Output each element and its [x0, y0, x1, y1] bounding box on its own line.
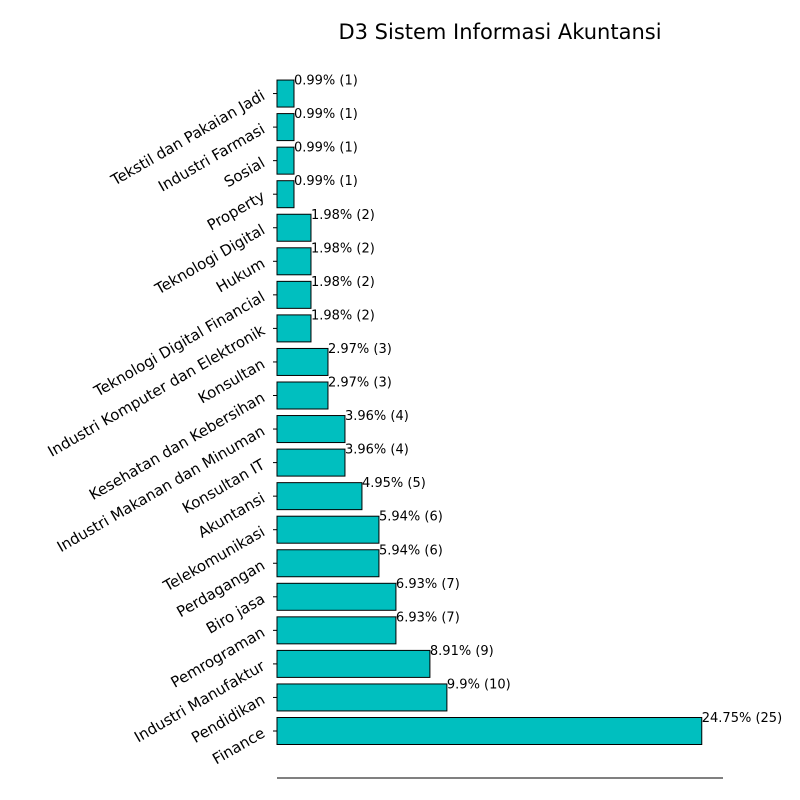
data-label: 0.99% (1): [294, 107, 358, 122]
bar: [276, 247, 312, 276]
data-label: 8.91% (9): [430, 644, 494, 659]
bar: [276, 683, 448, 712]
bar: [276, 314, 312, 343]
bar: [276, 515, 380, 544]
bar: [276, 549, 380, 578]
data-label: 0.99% (1): [294, 174, 358, 189]
data-label: 2.97% (3): [328, 376, 392, 391]
bar: [276, 582, 397, 611]
bar: [276, 213, 312, 242]
data-label: 5.94% (6): [379, 543, 443, 558]
bar: [276, 146, 295, 175]
chart-title: D3 Sistem Informasi Akuntansi: [338, 20, 661, 44]
bar: [276, 280, 312, 309]
data-label: 1.98% (2): [311, 208, 375, 223]
data-label: 6.93% (7): [396, 610, 460, 625]
bar: [276, 482, 363, 511]
data-label: 1.98% (2): [311, 308, 375, 323]
data-labels-group: 24.75% (25) 9.9% (10) 8.91% (9) 6.93% (7) 6.…: [294, 74, 782, 726]
bar: [276, 649, 431, 678]
data-label: 5.94% (6): [379, 510, 443, 525]
y-ticks-group: [273, 93, 277, 732]
data-label: 4.95% (5): [362, 476, 426, 491]
data-label: 0.99% (1): [294, 74, 358, 89]
data-label: 1.98% (2): [311, 275, 375, 290]
bars-group: [276, 79, 703, 745]
bar: [276, 381, 329, 410]
bar: [276, 717, 703, 745]
data-label: 24.75% (25): [702, 711, 782, 726]
bar: [276, 415, 346, 444]
bar: [276, 113, 295, 142]
bar: [276, 79, 295, 108]
category-label: Sosial: [221, 154, 268, 192]
data-label: 0.99% (1): [294, 141, 358, 156]
data-label: 3.96% (4): [345, 409, 409, 424]
bar: [276, 616, 397, 645]
bar: [276, 180, 295, 209]
data-label: 6.93% (7): [396, 577, 460, 592]
bar: [276, 448, 346, 477]
data-label: 9.9% (10): [447, 677, 511, 692]
data-label: 2.97% (3): [328, 342, 392, 357]
data-label: 1.98% (2): [311, 241, 375, 256]
bar: [276, 347, 329, 376]
data-label: 3.96% (4): [345, 443, 409, 458]
